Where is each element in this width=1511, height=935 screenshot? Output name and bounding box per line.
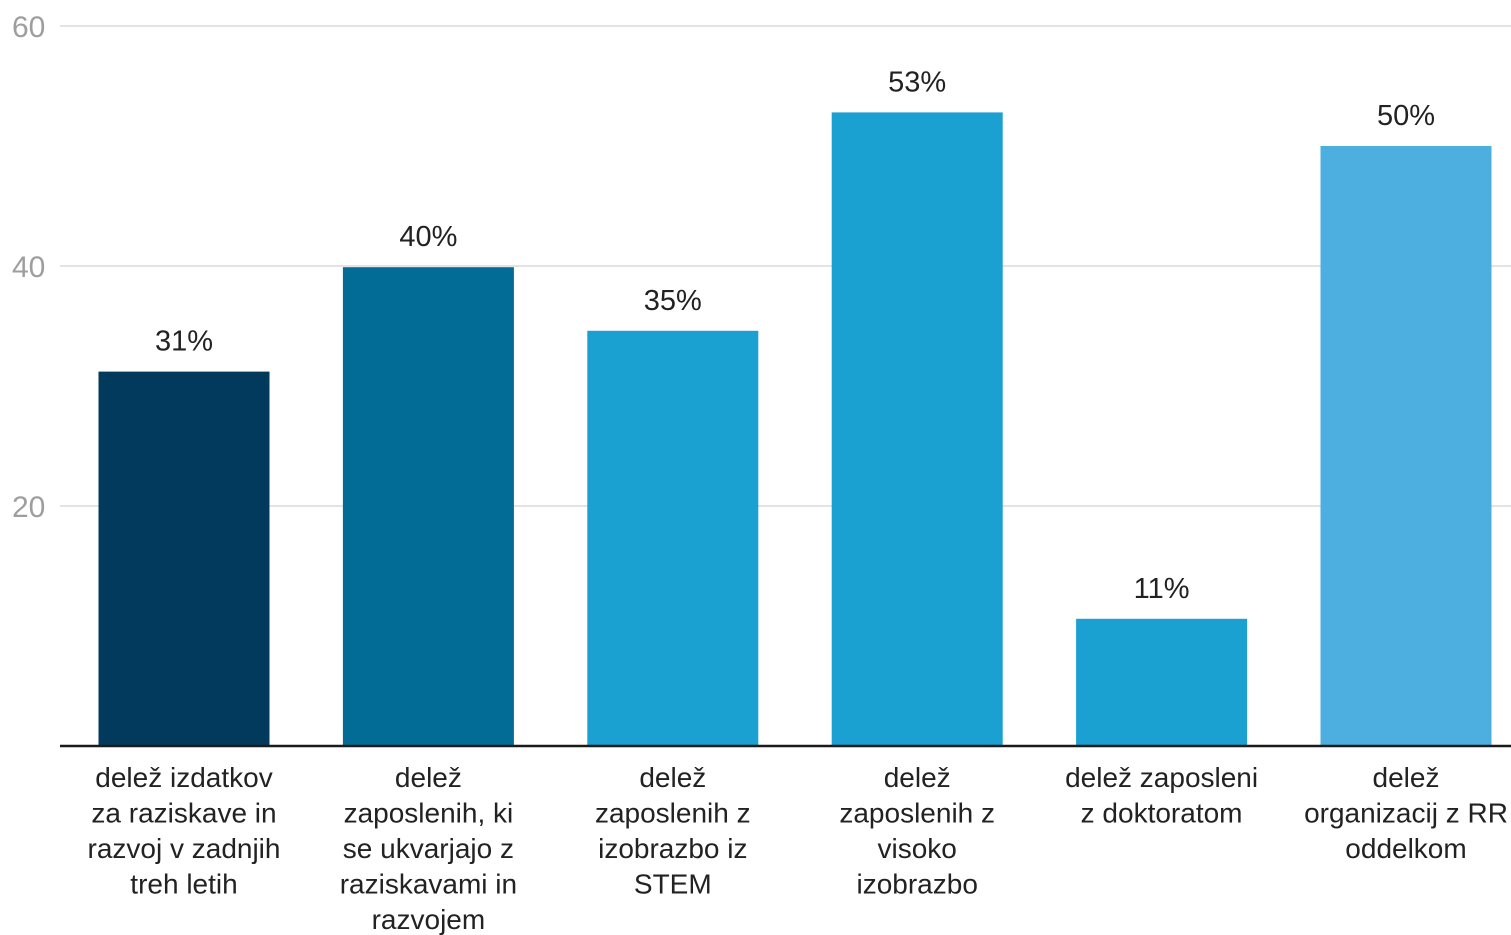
- x-tick-label-line: delež zaposleni: [1065, 762, 1258, 793]
- x-tick-label: delež zaposlenih, ki se ukvarjajo z raziska…: [340, 762, 517, 935]
- data-labels: 31% 40% 35% 53% 11% 50%: [155, 66, 1435, 604]
- x-tick-label: delež izdatkov za raziskave in razvoj v za…: [88, 762, 281, 900]
- x-tick-label-line: zaposlenih z: [839, 798, 995, 829]
- x-tick-label-line: za raziskave in: [91, 798, 276, 829]
- bar: [342, 267, 514, 746]
- x-axis-labels: delež izdatkov za raziskave in razvoj v za…: [88, 762, 1508, 935]
- data-label: 35%: [644, 285, 702, 317]
- x-tick-label-line: razvoj v zadnjih: [88, 833, 281, 864]
- x-tick-label-line: delež: [639, 762, 706, 793]
- data-label: 11%: [1134, 573, 1190, 605]
- x-tick-label-line: raziskavami in: [340, 869, 517, 900]
- bar: [831, 112, 1003, 746]
- x-tick-label-line: z doktoratom: [1081, 798, 1243, 829]
- x-tick-label: delež zaposlenih z izobrazbo iz STEM: [595, 762, 751, 900]
- bar: [587, 330, 759, 746]
- bars: [98, 112, 1492, 746]
- x-tick-label-line: treh letih: [130, 869, 237, 900]
- bar: [98, 371, 270, 746]
- x-tick-label-line: organizacij z RR: [1304, 798, 1508, 829]
- y-tick-label: 20: [12, 491, 45, 524]
- bar: [1076, 618, 1248, 746]
- x-tick-label-line: izobrazbo: [856, 869, 977, 900]
- x-tick-label-line: oddelkom: [1345, 833, 1466, 864]
- data-label: 53%: [888, 66, 946, 98]
- x-tick-label-line: delež: [884, 762, 951, 793]
- bar: [1320, 146, 1492, 746]
- x-tick-label-line: razvojem: [372, 904, 486, 935]
- x-tick-label: delež zaposlenih z visoko izobrazbo: [839, 762, 995, 900]
- x-tick-label-line: visoko: [878, 833, 957, 864]
- x-tick-label-line: delež: [395, 762, 462, 793]
- gridlines: [60, 25, 1511, 507]
- x-tick-label-line: delež: [1373, 762, 1440, 793]
- x-tick-label-line: zaposlenih, ki: [344, 798, 514, 829]
- x-tick-label: delež organizacij z RR oddelkom: [1304, 762, 1508, 864]
- data-label: 40%: [399, 221, 457, 253]
- y-axis-ticks: 20 40 60: [12, 11, 45, 524]
- x-tick-label: delež zaposleni z doktoratom: [1065, 762, 1258, 829]
- x-tick-label-line: se ukvarjajo z: [343, 833, 514, 864]
- y-tick-label: 60: [12, 11, 45, 44]
- x-tick-label-line: STEM: [634, 869, 712, 900]
- x-tick-label-line: delež izdatkov: [95, 762, 272, 793]
- data-label: 50%: [1377, 100, 1435, 132]
- y-tick-label: 40: [12, 251, 45, 284]
- data-label: 31%: [155, 326, 213, 358]
- x-tick-label-line: izobrazbo iz: [598, 833, 747, 864]
- x-tick-label-line: zaposlenih z: [595, 798, 751, 829]
